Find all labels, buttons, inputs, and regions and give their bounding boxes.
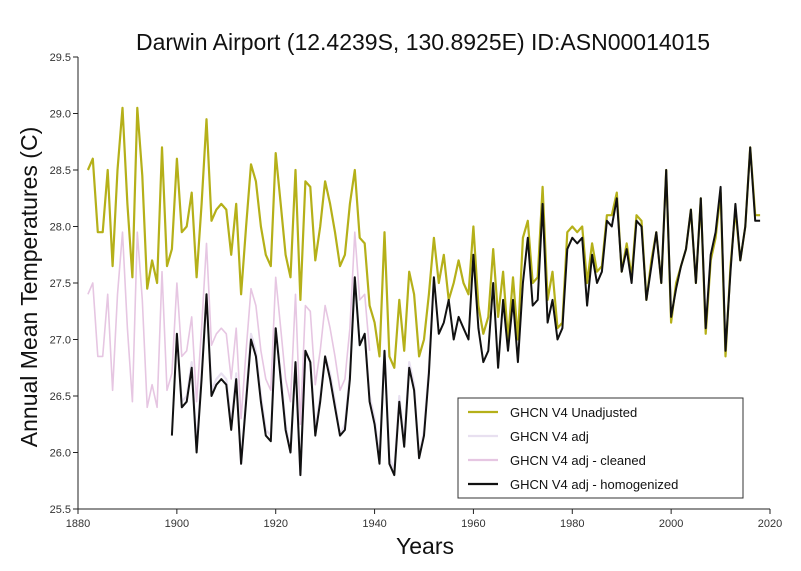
- y-tick-label: 29.5: [50, 52, 71, 64]
- series-line-3: [170, 146, 761, 477]
- axes: 1880 1900 1920 1940 1960 1980 2000 2020 25.5 26.0…: [50, 52, 783, 530]
- y-tick-label: 27.0: [50, 335, 71, 347]
- legend-label: GHCN V4 adj: [510, 429, 589, 444]
- legend-label: GHCN V4 adj - homogenized: [510, 477, 678, 492]
- x-tick-label: 1900: [165, 518, 189, 530]
- y-tick-label: 25.5: [50, 504, 71, 516]
- y-tick-label: 26.0: [50, 448, 71, 460]
- x-tick-label: 2020: [758, 518, 782, 530]
- x-tick-label: 1980: [560, 518, 584, 530]
- x-tick-label: 1940: [362, 518, 386, 530]
- y-tick-label: 28.5: [50, 165, 71, 177]
- x-tick-label: 2000: [659, 518, 683, 530]
- y-tick-label: 26.5: [50, 391, 71, 403]
- plot-area: [86, 106, 761, 477]
- y-tick-label: 27.5: [50, 278, 71, 290]
- legend-label: GHCN V4 adj - cleaned: [510, 453, 646, 468]
- y-axis-label: Annual Mean Temperatures (C): [16, 127, 42, 447]
- chart-title: Darwin Airport (12.4239S, 130.8925E) ID:…: [136, 29, 710, 55]
- y-tick-label: 28.0: [50, 222, 71, 234]
- x-axis-label: Years: [396, 533, 454, 559]
- x-tick-label: 1960: [461, 518, 485, 530]
- legend-label: GHCN V4 Unadjusted: [510, 405, 637, 420]
- x-tick-label: 1920: [263, 518, 287, 530]
- legend: GHCN V4 Unadjusted GHCN V4 adj GHCN V4 adj…: [457, 397, 744, 499]
- series-line-2: [87, 231, 371, 426]
- series-line-0: [86, 106, 761, 369]
- y-tick-label: 29.0: [50, 109, 71, 121]
- x-tick-label: 1880: [66, 518, 90, 530]
- legend-box: [457, 397, 744, 499]
